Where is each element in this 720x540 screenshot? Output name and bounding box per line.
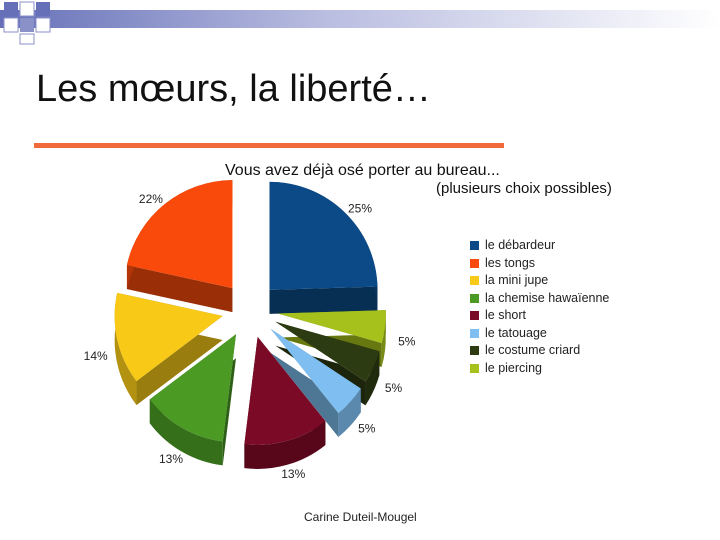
slice-value-label: 14% (84, 349, 108, 363)
slice-value-label: 5% (358, 421, 376, 435)
legend-label: le costume criard (485, 343, 581, 357)
legend-swatch (470, 258, 479, 268)
legend-label: le short (485, 308, 526, 322)
legend-entry: le short (470, 307, 615, 325)
slice-value-label: 22% (139, 192, 163, 206)
slide-title: Les mœurs, la liberté… (36, 68, 431, 110)
title-decoration (0, 1, 720, 45)
pie-slice-top (269, 181, 378, 290)
pie-slice-top (114, 292, 223, 382)
legend-label: le tatouage (485, 325, 547, 340)
pie-slice-top (149, 334, 236, 442)
legend-entry: le débardeur (470, 237, 615, 255)
legend-entry: le tatouage (470, 325, 615, 343)
pie-slice-top (277, 310, 386, 343)
legend-label: la chemise hawaïenne (485, 290, 610, 305)
pie-slice-rim (381, 310, 386, 367)
pie-slice-top (275, 321, 380, 382)
pie-slice-side (126, 180, 233, 313)
pie-slice-le-tatouage (270, 328, 361, 438)
legend-swatch (470, 293, 479, 303)
title-underline (34, 143, 504, 148)
pie-slice-rim (244, 421, 326, 469)
pie-slice-rim (149, 399, 223, 466)
pie-slice-top (126, 180, 233, 289)
pie-slice-le-débardeur (269, 181, 378, 314)
legend-swatch (470, 241, 479, 250)
chart-legend: le débardeur les tongs la mini jupe la chem… (470, 237, 615, 377)
legend-entry: le piercing (470, 360, 615, 378)
slice-value-label: 5% (398, 334, 416, 348)
pie-slice-top (244, 336, 326, 445)
pie-slice-les-tongs (126, 180, 233, 313)
pie-slice-rim (114, 292, 137, 406)
legend-swatch (470, 328, 479, 338)
pie-slice-side (269, 181, 378, 314)
slice-value-label: 13% (281, 467, 305, 481)
pie-slice-le-short (244, 336, 326, 469)
legend-label: la mini jupe (485, 273, 549, 287)
legend-label: le débardeur (485, 238, 556, 252)
legend-swatch (470, 346, 479, 355)
pie-slice-top (270, 328, 361, 414)
legend-label: le piercing (485, 360, 542, 375)
legend-swatch (470, 363, 479, 373)
pie-slice-rim (338, 388, 361, 438)
legend-label: les tongs (485, 255, 536, 270)
pie-slice-rim (365, 351, 380, 406)
legend-swatch (470, 311, 479, 320)
slice-value-label: 13% (159, 452, 183, 466)
pie-slice-la-mini-jupe (114, 292, 223, 406)
footer-author: Carine Duteil-Mougel (304, 510, 417, 524)
legend-entry: la chemise hawaïenne (470, 290, 615, 308)
pie-slice-la-chemise-hawaïenne (149, 334, 236, 466)
legend-entry: la mini jupe (470, 272, 615, 290)
legend-swatch (470, 276, 479, 285)
legend-entry: les tongs (470, 255, 615, 273)
legend-entry: le costume criard (470, 342, 615, 360)
chart-title: Vous avez déjà osé porter au bureau... (225, 162, 500, 179)
slice-value-label: 25% (348, 202, 372, 216)
slice-value-label: 5% (385, 381, 403, 395)
chart-subtitle: (plusieurs choix possibles) (436, 180, 612, 197)
